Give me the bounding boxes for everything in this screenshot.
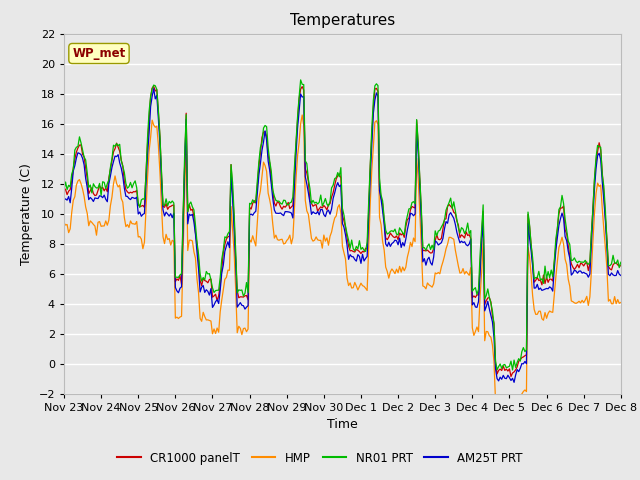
- CR1000 panelT: [552, 243, 559, 249]
- NR01 PRT: [379, 198, 387, 204]
- NR01 PRT: [397, 228, 405, 233]
- HMP: [60, 220, 68, 226]
- NR01 PRT: [60, 188, 68, 193]
- AM25T PRT: [165, 213, 173, 219]
- AM25T PRT: [150, 86, 157, 92]
- AM25T PRT: [410, 213, 417, 219]
- HMP: [493, 398, 501, 404]
- NR01 PRT: [164, 203, 172, 209]
- HMP: [298, 112, 306, 118]
- HMP: [76, 177, 83, 182]
- Y-axis label: Temperature (C): Temperature (C): [20, 163, 33, 264]
- NR01 PRT: [552, 236, 559, 241]
- HMP: [397, 269, 405, 275]
- AM25T PRT: [617, 273, 625, 278]
- AM25T PRT: [510, 380, 518, 385]
- CR1000 panelT: [60, 185, 68, 191]
- CR1000 panelT: [617, 263, 625, 268]
- AM25T PRT: [60, 197, 68, 203]
- NR01 PRT: [410, 199, 417, 204]
- HMP: [164, 237, 172, 242]
- NR01 PRT: [509, 367, 516, 373]
- NR01 PRT: [297, 77, 305, 83]
- HMP: [617, 300, 625, 305]
- HMP: [552, 274, 559, 280]
- NR01 PRT: [76, 134, 83, 140]
- AM25T PRT: [397, 244, 405, 250]
- AM25T PRT: [379, 208, 387, 214]
- Line: CR1000 panelT: CR1000 panelT: [64, 86, 621, 376]
- CR1000 panelT: [165, 204, 173, 210]
- CR1000 panelT: [379, 201, 387, 207]
- CR1000 panelT: [410, 204, 417, 210]
- CR1000 panelT: [507, 373, 515, 379]
- Text: WP_met: WP_met: [72, 47, 125, 60]
- HMP: [410, 235, 417, 241]
- AM25T PRT: [552, 248, 559, 253]
- X-axis label: Time: Time: [327, 418, 358, 431]
- CR1000 panelT: [76, 142, 83, 148]
- Line: NR01 PRT: NR01 PRT: [64, 80, 621, 370]
- CR1000 panelT: [150, 84, 157, 89]
- HMP: [379, 239, 387, 244]
- Title: Temperatures: Temperatures: [290, 13, 395, 28]
- Legend: CR1000 panelT, HMP, NR01 PRT, AM25T PRT: CR1000 panelT, HMP, NR01 PRT, AM25T PRT: [113, 447, 527, 469]
- NR01 PRT: [617, 259, 625, 265]
- AM25T PRT: [76, 151, 83, 156]
- Line: AM25T PRT: AM25T PRT: [64, 89, 621, 383]
- CR1000 panelT: [397, 232, 405, 238]
- Line: HMP: HMP: [64, 115, 621, 401]
